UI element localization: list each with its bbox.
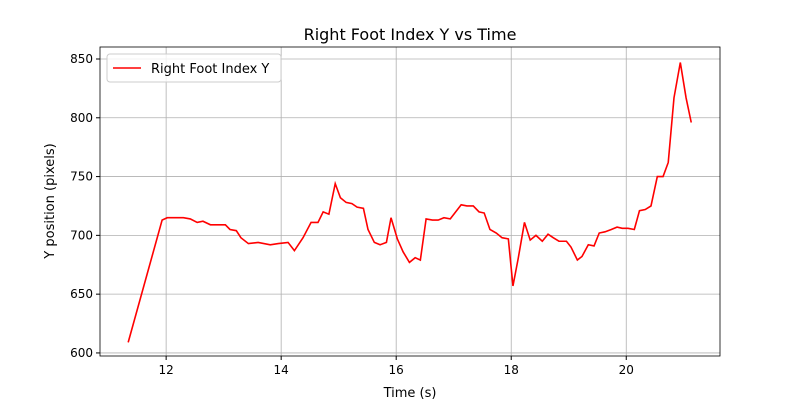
y-tick-label: 850 [70, 52, 93, 66]
x-axis-label: Time (s) [383, 386, 437, 400]
y-tick-label: 750 [70, 170, 93, 184]
legend-box [106, 53, 282, 83]
x-tick-label: 20 [619, 363, 634, 377]
x-tick-label: 18 [504, 363, 519, 377]
plot-frame [99, 46, 721, 357]
x-tick-label: 16 [389, 363, 404, 377]
y-tick-label: 700 [70, 228, 93, 242]
y-tick-label: 650 [70, 287, 93, 301]
x-tick-label: 12 [159, 363, 174, 377]
line-series [127, 62, 693, 343]
legend-label: Right Foot Index Y [151, 62, 269, 77]
y-tick-label: 600 [70, 346, 93, 360]
y-tick-label: 800 [70, 111, 93, 125]
chart-title: Right Foot Index Y vs Time [304, 25, 517, 44]
x-tick-label: 14 [274, 363, 289, 377]
y-axis-label: Y position (pixels) [43, 143, 58, 259]
